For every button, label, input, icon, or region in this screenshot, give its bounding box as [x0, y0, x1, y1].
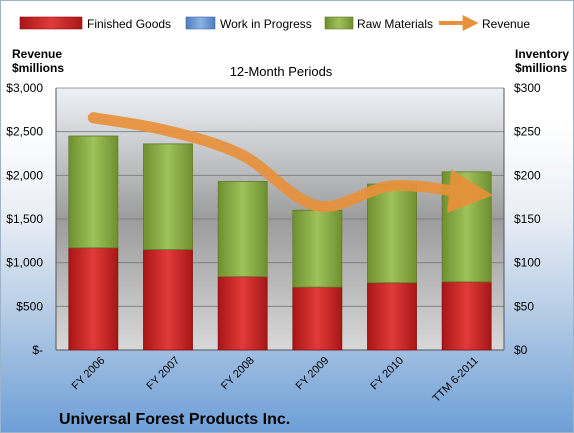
left-axis-title-line-2: $millions [12, 61, 64, 75]
company-name: Universal Forest Products Inc. [59, 411, 290, 428]
revenue-line [87, 112, 493, 214]
left-tick-label: $500 [16, 299, 43, 313]
legend-swatch-raw-materials [324, 16, 354, 30]
x-tick-label: TTM 6-2011 [431, 355, 481, 405]
bar-finished-goods [143, 249, 193, 351]
left-axis-title-line-1: Revenue [12, 47, 62, 61]
bars [68, 135, 492, 351]
left-tick-label: $- [32, 343, 43, 357]
left-tick-label: $1,500 [6, 212, 43, 226]
gridlines [55, 87, 505, 351]
bar-finished-goods [217, 276, 268, 351]
legend-label-revenue: Revenue [482, 17, 530, 31]
legend-label-finished-goods: Finished Goods [87, 17, 171, 31]
right-tick-label: $50 [514, 299, 534, 313]
bar-raw-materials [143, 143, 193, 250]
bar-raw-materials [68, 135, 119, 249]
revenue-series [87, 112, 493, 214]
bar-finished-goods [292, 286, 343, 351]
legend-swatch-finished-goods [19, 16, 83, 30]
right-tick-label: $300 [514, 81, 541, 95]
right-tick-label: $250 [514, 125, 541, 139]
x-tick-label: FY 2008 [219, 355, 257, 393]
right-axis: $0 $50 $100 $150 $200 $250 $300 [514, 81, 541, 357]
right-tick-label: $0 [514, 343, 528, 357]
legend-label-work-in-progress: Work in Progress [220, 17, 312, 31]
x-tick-label: FY 2006 [70, 355, 108, 393]
legend-swatch-work-in-progress [185, 16, 216, 30]
right-tick-label: $100 [514, 256, 541, 270]
bar-finished-goods [68, 247, 119, 351]
left-tick-label: $2,000 [6, 168, 43, 182]
right-axis-title-line-1: Inventory [515, 47, 569, 61]
bar-finished-goods [441, 281, 492, 351]
right-tick-label: $200 [514, 168, 541, 182]
legend-label-raw-materials: Raw Materials [357, 17, 433, 31]
x-tick-label: FY 2009 [294, 355, 332, 393]
legend: Finished Goods Work in Progress Raw Mate… [19, 15, 530, 31]
x-tick-label: FY 2010 [368, 355, 406, 393]
bar-raw-materials [217, 181, 268, 278]
right-tick-label: $150 [514, 212, 541, 226]
x-tick-label: FY 2007 [144, 355, 182, 393]
left-tick-label: $3,000 [6, 81, 43, 95]
right-axis-title-line-2: $millions [515, 61, 567, 75]
left-axis: $- $500 $1,000 $1,500 $2,000 $2,500 $3,000 [6, 81, 43, 357]
bar-raw-materials [367, 183, 417, 284]
bar-raw-materials [292, 209, 343, 288]
chart-title: 12-Month Periods [230, 64, 333, 79]
x-axis: FY 2006 FY 2007 FY 2008 FY 2009 FY 2010 TTM 6… [70, 355, 481, 405]
left-tick-label: $1,000 [6, 256, 43, 270]
bar-finished-goods [367, 282, 417, 351]
left-tick-label: $2,500 [6, 125, 43, 139]
